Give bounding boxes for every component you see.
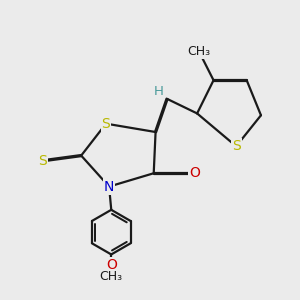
Text: H: H bbox=[153, 85, 163, 98]
Text: O: O bbox=[190, 166, 200, 180]
Text: S: S bbox=[232, 139, 241, 153]
Text: O: O bbox=[106, 258, 117, 272]
Text: CH₃: CH₃ bbox=[188, 45, 211, 58]
Text: S: S bbox=[38, 154, 46, 168]
Text: CH₃: CH₃ bbox=[100, 270, 123, 283]
Text: S: S bbox=[102, 117, 110, 131]
Text: N: N bbox=[104, 180, 114, 194]
